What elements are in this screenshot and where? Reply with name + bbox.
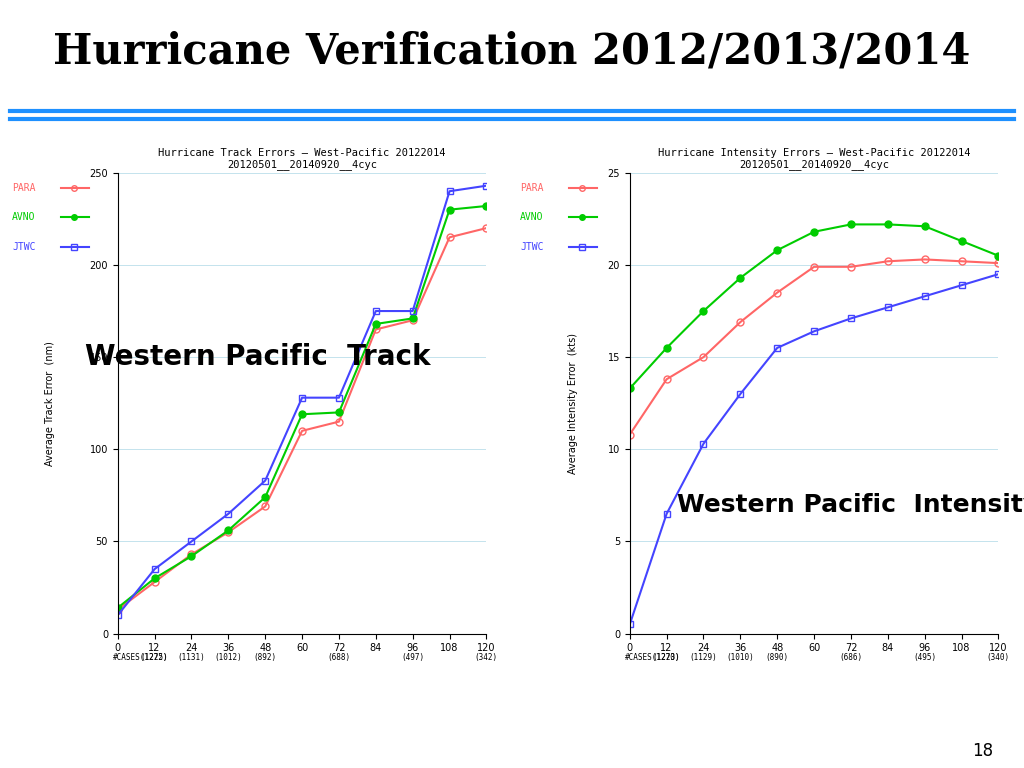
Text: #CASES(1270): #CASES(1270) <box>625 653 680 662</box>
Text: (1223): (1223) <box>652 653 681 662</box>
Text: (1131): (1131) <box>177 653 206 662</box>
Text: (688): (688) <box>328 653 350 662</box>
Text: (686): (686) <box>840 653 862 662</box>
Text: Western Pacific  Track: Western Pacific Track <box>85 343 431 371</box>
Text: AVNO: AVNO <box>12 212 36 223</box>
Title: Hurricane Intensity Errors – West-Pacific 20122014
20120501__20140920__4cyc: Hurricane Intensity Errors – West-Pacifi… <box>657 147 971 170</box>
Text: (1012): (1012) <box>214 653 243 662</box>
Text: (1010): (1010) <box>726 653 755 662</box>
Text: AVNO: AVNO <box>520 212 544 223</box>
Text: Hurricane Verification 2012/2013/2014: Hurricane Verification 2012/2013/2014 <box>53 31 971 73</box>
Text: (1129): (1129) <box>689 653 718 662</box>
Text: (1225): (1225) <box>140 653 169 662</box>
Text: Western Pacific  Intensity: Western Pacific Intensity <box>677 492 1024 517</box>
Y-axis label: Average Intensity Error  (kts): Average Intensity Error (kts) <box>568 333 579 474</box>
Text: (342): (342) <box>475 653 498 662</box>
Text: 18: 18 <box>972 743 993 760</box>
Text: #CASES(1272): #CASES(1272) <box>113 653 168 662</box>
Text: (497): (497) <box>401 653 424 662</box>
Text: PARA: PARA <box>12 183 36 194</box>
Text: (495): (495) <box>913 653 936 662</box>
Y-axis label: Average Track Error  (nm): Average Track Error (nm) <box>45 341 55 465</box>
Text: JTWC: JTWC <box>520 241 544 252</box>
Title: Hurricane Track Errors – West-Pacific 20122014
20120501__20140920__4cyc: Hurricane Track Errors – West-Pacific 20… <box>159 147 445 170</box>
Text: (892): (892) <box>254 653 276 662</box>
Text: (890): (890) <box>766 653 788 662</box>
Text: (340): (340) <box>987 653 1010 662</box>
Text: PARA: PARA <box>520 183 544 194</box>
Text: JTWC: JTWC <box>12 241 36 252</box>
